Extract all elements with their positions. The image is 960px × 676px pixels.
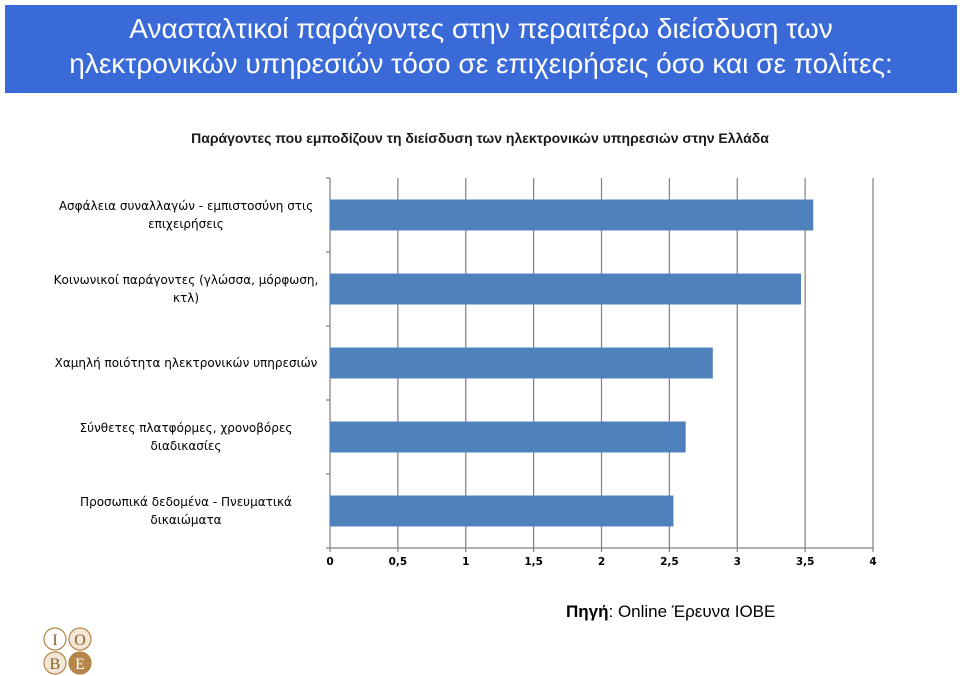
source-note: Πηγή: Online Έρευνα ΙΟΒΕ: [566, 602, 775, 622]
category-label: Προσωπικά δεδομένα - Πνευματικά: [80, 495, 292, 509]
header-banner: Ανασταλτικοί παράγοντες στην περαιτέρω δ…: [5, 5, 957, 93]
chart-title: Παράγοντες που εμποδίζουν τη διείσδυση τ…: [191, 130, 769, 146]
category-label: διαδικασίες: [151, 439, 222, 453]
bar: [330, 421, 686, 453]
logo-letter: E: [75, 656, 85, 673]
bar: [330, 273, 802, 305]
logo-circle: [43, 651, 67, 675]
iobe-logo: I O B E: [43, 627, 92, 675]
x-tick-label: 3: [734, 556, 741, 568]
x-tick-label: 2: [598, 556, 605, 568]
source-text: : Online Έρευνα ΙΟΒΕ: [608, 602, 776, 621]
bar: [330, 495, 674, 527]
logo-letter: B: [50, 656, 61, 673]
category-label: κτλ): [173, 291, 199, 305]
category-label: Κοινωνικοί παράγοντες (γλώσσα, μόρφωση,: [54, 273, 319, 287]
category-label: επιχειρήσεις: [148, 217, 224, 231]
x-tick-label: 0,5: [389, 556, 408, 568]
x-tick-label: 4: [869, 556, 876, 568]
category-label: Ασφάλεια συναλλαγών - εμπιστοσύνη στις: [59, 199, 313, 213]
logo-circle: [43, 627, 67, 651]
category-label: δικαιώματα: [150, 513, 221, 527]
logo-letter: O: [74, 632, 86, 649]
page-title-line1: Ανασταλτικοί παράγοντες στην περαιτέρω δ…: [129, 13, 833, 44]
category-label: Σύνθετες πλατφόρμες, χρονοβόρες: [80, 421, 293, 435]
logo-circle: [68, 651, 92, 675]
page-title: Ανασταλτικοί παράγοντες στην περαιτέρω δ…: [5, 11, 957, 81]
x-tick-label: 2,5: [660, 556, 679, 568]
logo-circle: [68, 627, 92, 651]
x-tick-label: 0: [326, 556, 333, 568]
x-tick-label: 1: [462, 556, 469, 568]
source-label: Πηγή: [566, 602, 609, 621]
bar: [330, 347, 713, 379]
logo-letter: I: [52, 632, 57, 649]
page-title-line2: ηλεκτρονικών υπηρεσιών τόσο σε επιχειρήσ…: [69, 48, 893, 79]
bar: [330, 199, 814, 231]
x-tick-label: 3,5: [796, 556, 815, 568]
category-label: Χαμηλή ποιότητα ηλεκτρονικών υπηρεσιών: [55, 356, 318, 370]
x-tick-label: 1,5: [524, 556, 543, 568]
